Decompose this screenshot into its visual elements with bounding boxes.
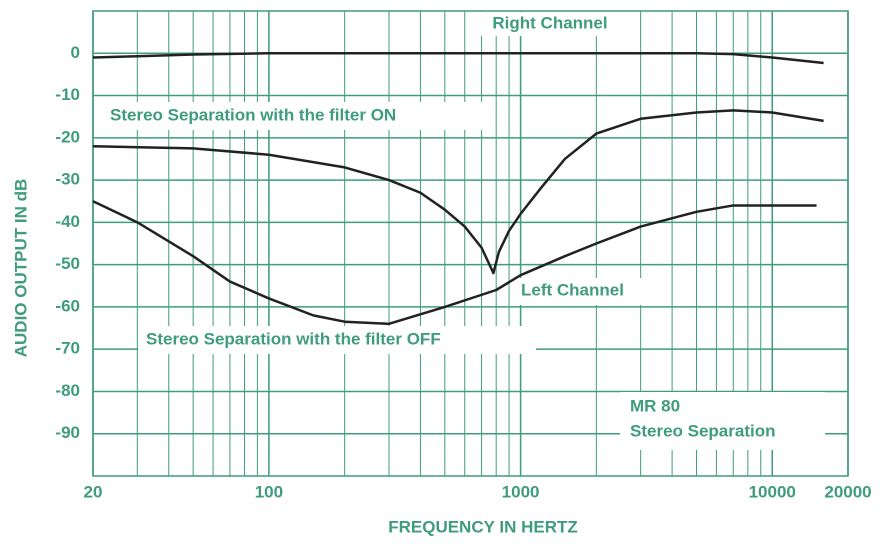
line — [92, 52, 824, 65]
y-tick-label: -60 — [55, 296, 80, 315]
y-tick-label: -30 — [55, 170, 80, 189]
annotation: Stereo Separation — [630, 421, 776, 440]
annotation: MR 80 — [630, 396, 680, 415]
y-tick-label: -20 — [55, 127, 80, 146]
y-axis-label: AUDIO OUTPUT IN dB — [11, 179, 30, 358]
y-tick-label: -10 — [55, 85, 80, 104]
y-tick-label: -40 — [55, 212, 80, 231]
x-tick-label: 100 — [255, 482, 283, 501]
series-label: Right Channel — [492, 13, 607, 32]
x-tick-label: 10000 — [749, 482, 796, 501]
y-tick-label: -90 — [55, 423, 80, 442]
x-tick-label: 20000 — [824, 482, 871, 501]
label-background — [620, 392, 825, 450]
x-tick-label: 20 — [84, 482, 103, 501]
line — [92, 200, 817, 326]
series-label: Stereo Separation with the filter ON — [110, 105, 396, 124]
annotation: Left Channel — [521, 280, 624, 299]
y-tick-label: -50 — [55, 254, 80, 273]
line — [92, 109, 824, 275]
y-tick-label: 0 — [71, 43, 80, 62]
series-label: Stereo Separation with the filter OFF — [146, 329, 441, 348]
y-tick-label: -70 — [55, 339, 80, 358]
label-background — [515, 278, 665, 305]
label-background — [103, 102, 493, 130]
label-background — [470, 12, 630, 36]
y-tick-label: -80 — [55, 381, 80, 400]
label-background — [138, 326, 536, 354]
x-tick-label: 1000 — [502, 482, 540, 501]
x-axis-label: FREQUENCY IN HERTZ — [388, 517, 578, 536]
